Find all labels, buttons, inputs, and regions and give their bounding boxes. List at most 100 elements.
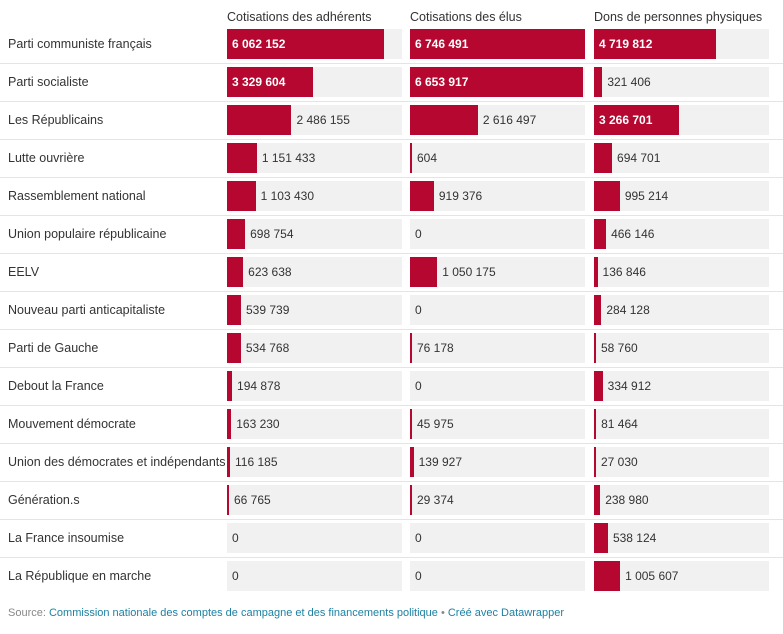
- bar: [410, 333, 412, 363]
- bar-track: 238 980: [594, 485, 769, 515]
- bar: [227, 257, 244, 287]
- value-label: 604: [417, 151, 438, 165]
- value-label: 334 912: [607, 379, 652, 393]
- bar-track: 539 739: [227, 295, 402, 325]
- row-separator: [0, 405, 783, 406]
- bar-track: 3 266 701: [594, 105, 769, 135]
- bar-track: 45 975: [410, 409, 585, 439]
- row-separator: [0, 481, 783, 482]
- value-label: 1 050 175: [442, 265, 496, 279]
- value-label: 3 329 604: [232, 75, 286, 89]
- source-label: Source:: [8, 607, 46, 619]
- bar: [227, 143, 257, 173]
- bar-track: 1 005 607: [594, 561, 769, 591]
- row-label: Parti de Gauche: [8, 341, 99, 355]
- value-label: 0: [415, 303, 422, 317]
- value-label: 1 103 430: [260, 189, 314, 203]
- value-label: 1 151 433: [261, 151, 316, 165]
- bar-track: 2 486 155: [227, 105, 402, 135]
- bar-track: 0: [410, 295, 585, 325]
- value-label: 466 146: [611, 227, 655, 241]
- bar-track: 136 846: [594, 257, 769, 287]
- bar-track: 6 653 917: [410, 67, 585, 97]
- bar: [594, 29, 717, 59]
- bar: [594, 257, 598, 287]
- value-label: 0: [415, 227, 422, 241]
- value-label: 995 214: [624, 189, 669, 203]
- value-label: 163 230: [236, 417, 280, 431]
- value-label: 194 878: [237, 379, 281, 393]
- bar: [227, 295, 241, 325]
- row-separator: [0, 63, 783, 64]
- row-label: Parti communiste français: [8, 37, 152, 51]
- bar-track: 995 214: [594, 181, 769, 211]
- value-label: 4 719 812: [599, 37, 653, 51]
- value-label: 76 178: [417, 341, 454, 355]
- bar: [227, 29, 385, 59]
- bar-track: 66 765: [227, 485, 402, 515]
- bar-track: 0: [410, 219, 585, 249]
- row-label: Mouvement démocrate: [8, 417, 136, 431]
- bar-track: 81 464: [594, 409, 769, 439]
- row-label: Génération.s: [8, 493, 80, 507]
- bar: [594, 561, 621, 591]
- bar-track: 163 230: [227, 409, 402, 439]
- bar: [594, 105, 679, 135]
- value-label: 0: [232, 569, 239, 583]
- bar: [410, 485, 412, 515]
- bar: [227, 447, 230, 477]
- bar-track: 1 050 175: [410, 257, 585, 287]
- bar: [594, 523, 608, 553]
- row-separator: [0, 443, 783, 444]
- row-separator: [0, 253, 783, 254]
- datawrapper-credit-link[interactable]: Créé avec Datawrapper: [447, 607, 565, 619]
- value-label: 0: [415, 569, 422, 583]
- bar: [410, 143, 412, 173]
- value-label: 694 701: [617, 151, 661, 165]
- value-label: 919 376: [438, 189, 483, 203]
- bar-track: 534 768: [227, 333, 402, 363]
- value-label: 3 266 701: [599, 113, 653, 127]
- bar-track: 139 927: [410, 447, 585, 477]
- value-label: 6 062 152: [232, 37, 286, 51]
- row-label: Debout la France: [8, 379, 104, 393]
- row-label: Union populaire républicaine: [8, 227, 167, 241]
- row-separator: [0, 519, 783, 520]
- bar: [594, 409, 597, 439]
- row-separator: [0, 177, 783, 178]
- row-label: Lutte ouvrière: [8, 151, 85, 165]
- value-label: 2 616 497: [482, 113, 537, 127]
- bar: [594, 447, 596, 477]
- value-label: 136 846: [602, 265, 646, 279]
- value-label: 2 486 155: [296, 113, 350, 127]
- bar: [227, 219, 246, 249]
- row-separator: [0, 291, 783, 292]
- value-label: 27 030: [601, 455, 638, 469]
- bar-track: 58 760: [594, 333, 769, 363]
- row-separator: [0, 215, 783, 216]
- bar-track: 1 103 430: [227, 181, 402, 211]
- bar-track: 0: [410, 371, 585, 401]
- value-label: 29 374: [417, 493, 454, 507]
- source-link[interactable]: Commission nationale des comptes de camp…: [48, 607, 438, 619]
- row-label: Parti socialiste: [8, 75, 89, 89]
- bar-track: 623 638: [227, 257, 402, 287]
- bar: [227, 105, 292, 135]
- bar: [227, 371, 233, 401]
- value-label: 623 638: [248, 265, 292, 279]
- row-separator: [0, 329, 783, 330]
- bar: [227, 409, 232, 439]
- footer-separator: •: [440, 607, 445, 619]
- bar: [227, 485, 229, 515]
- chart-footer: Source: Commission nationale des comptes…: [8, 607, 564, 619]
- bar: [410, 29, 585, 59]
- bar-track: 466 146: [594, 219, 769, 249]
- row-label: La République en marche: [8, 569, 152, 583]
- bar-track: 604: [410, 143, 585, 173]
- value-label: 284 128: [606, 303, 650, 317]
- bar: [594, 295, 602, 325]
- bar-track: 321 406: [594, 67, 769, 97]
- bar: [594, 371, 603, 401]
- bar-track: 4 719 812: [594, 29, 769, 59]
- bar: [594, 333, 596, 363]
